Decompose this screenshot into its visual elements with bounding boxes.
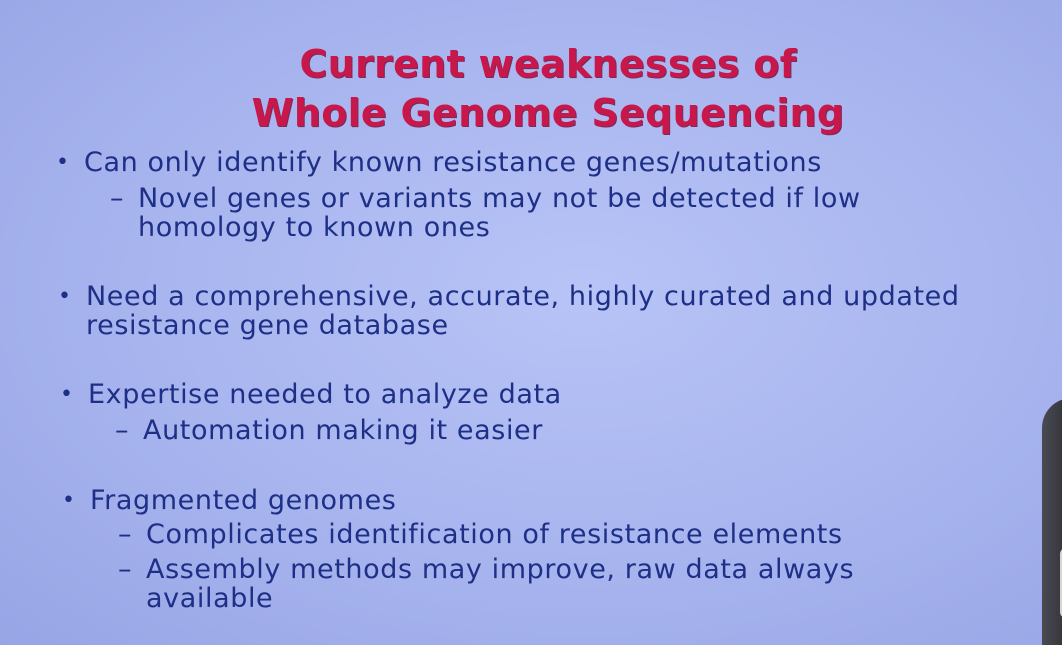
slide-title: Current weaknesses of Whole Genome Seque…	[0, 40, 1062, 138]
slide-title-line-2: Whole Genome Sequencing	[251, 91, 845, 135]
bullet-icon: •	[60, 382, 74, 407]
dash-icon: –	[118, 519, 133, 550]
bullet-icon: •	[62, 488, 76, 513]
presenter-silhouette	[1042, 398, 1062, 645]
sub-bullet-complicates-identification: – Complicates identification of resistan…	[118, 520, 843, 549]
sub-bullet-automation: – Automation making it easier	[115, 416, 543, 445]
bullet-line-1: Need a comprehensive, accurate, highly c…	[86, 281, 960, 312]
dash-icon: –	[118, 554, 133, 585]
bullet-icon: •	[58, 284, 72, 309]
sub-bullet-assembly-methods: – Assembly methods may improve, raw data…	[118, 555, 854, 613]
slide-title-line-1: Current weaknesses of	[299, 42, 797, 86]
bullet-text: Can only identify known resistance genes…	[84, 147, 822, 178]
sub-bullet-line-2: available	[146, 583, 274, 614]
dash-icon: –	[115, 415, 130, 446]
bullet-line-2: resistance gene database	[86, 310, 449, 341]
sub-bullet-novel-genes: – Novel genes or variants may not be det…	[110, 184, 861, 242]
sub-bullet-line-1: Automation making it easier	[143, 415, 543, 446]
bullet-icon: •	[56, 150, 70, 175]
bullet-resistance-database: • Need a comprehensive, accurate, highly…	[58, 282, 960, 340]
dash-icon: –	[110, 183, 125, 214]
sub-bullet-line-1: Assembly methods may improve, raw data a…	[146, 554, 855, 585]
sub-bullet-line-1: Novel genes or variants may not be detec…	[138, 183, 861, 214]
bullet-text: Fragmented genomes	[90, 485, 397, 516]
sub-bullet-line-1: Complicates identification of resistance…	[146, 519, 843, 550]
bullet-expertise-needed: • Expertise needed to analyze data	[60, 380, 562, 409]
bullet-text: Expertise needed to analyze data	[88, 379, 562, 410]
bullet-known-resistance-genes: • Can only identify known resistance gen…	[56, 148, 822, 177]
bullet-fragmented-genomes: • Fragmented genomes	[62, 486, 396, 515]
sub-bullet-line-2: homology to known ones	[138, 212, 491, 243]
